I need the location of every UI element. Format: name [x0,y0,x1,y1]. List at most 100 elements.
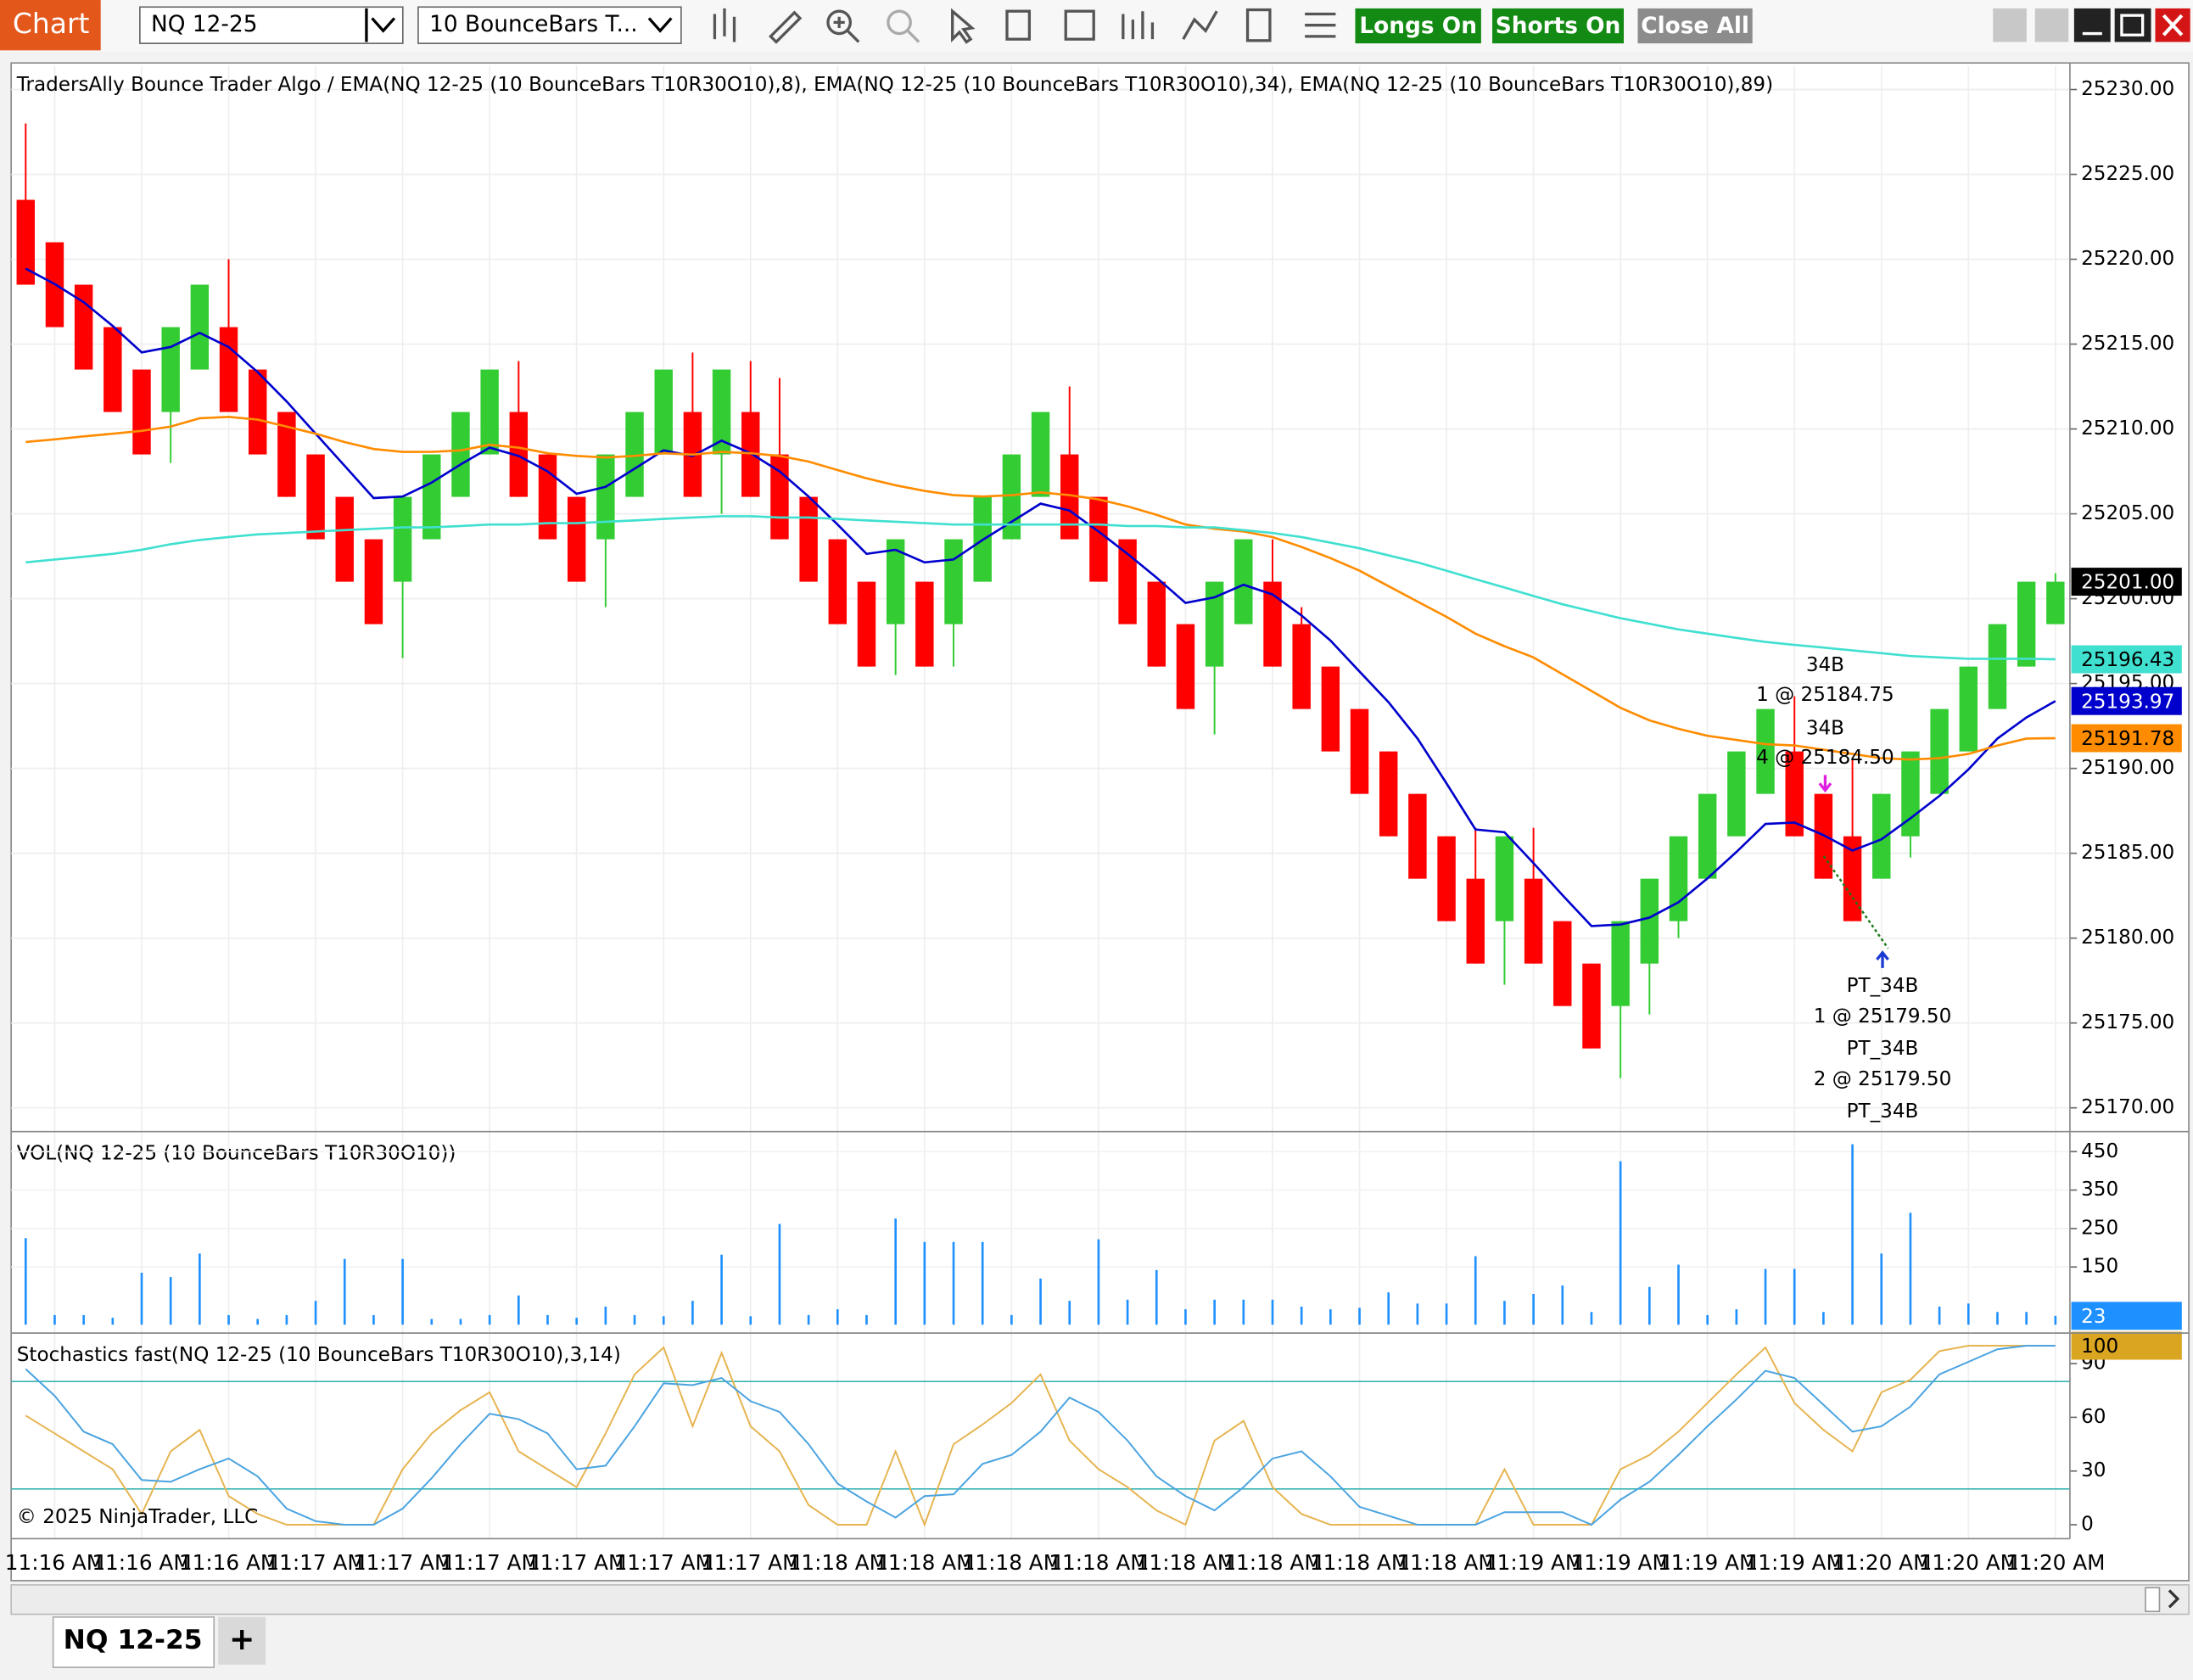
icon-menu[interactable] [1305,12,1336,38]
last-value-box [2071,568,2182,596]
candle-body [1060,454,1079,540]
candle-body [712,369,731,455]
x-tick-label: 11:17 AM [701,1550,800,1575]
x-tick-label: 11:20 AM [2006,1550,2105,1575]
trade-annotation: PT_34B [1847,1100,1919,1123]
y-tick-label: 250 [2081,1217,2118,1239]
x-tick-label: 11:20 AM [1919,1550,2018,1575]
bartype-select[interactable] [417,6,682,44]
window-button[interactable] [1993,8,2027,42]
x-tick-label: 11:18 AM [1049,1550,1148,1575]
x-tick-label: 11:16 AM [5,1550,104,1575]
shorts-button[interactable] [1492,8,1625,44]
add-tab[interactable] [218,1616,266,1665]
candle-body [1495,836,1514,921]
panel-separators [11,63,2190,1540]
candle-body [1524,878,1543,964]
candle-body [1582,963,1601,1049]
candle-body [2017,581,2036,667]
icon-strategies[interactable] [1182,10,1218,40]
close-all-button[interactable] [1637,8,1753,44]
minimize-button[interactable] [2073,8,2111,42]
y-tick-label: 0 [2081,1514,2094,1536]
ema-line [25,515,2056,661]
icon-zoom-out[interactable] [887,9,912,36]
y-tick-label: 25230.00 [2081,78,2174,100]
scroll-arrow[interactable] [2168,1589,2180,1609]
icon-bars[interactable] [713,8,736,42]
instrument-select[interactable] [139,6,404,44]
trade-annotation: 1 @ 25184.75 [1756,684,1894,706]
candle-body [103,327,122,412]
bartype-label: 10 BounceBars T... [429,12,638,37]
icon-pointer[interactable] [951,8,976,44]
instrument-label: NQ 12-25 [151,12,257,37]
candle-body [335,496,354,582]
x-tick-label: 11:19 AM [1658,1550,1757,1575]
longs-button[interactable] [1355,8,1481,44]
candle-body [480,369,499,455]
candle-body [1176,624,1195,709]
candle-body [509,412,529,497]
candle-body [1408,793,1427,879]
panel-title: TradersAlly Bounce Trader Algo / EMA(NQ … [16,74,1773,96]
candle-body [1263,581,1282,667]
close-icon [2162,14,2184,36]
last-value-box [2071,724,2182,753]
trade-annotation: 4 @ 25184.50 [1756,747,1894,769]
icon-properties[interactable] [1245,8,1272,42]
candle-body [161,327,180,412]
icon-draw[interactable] [769,10,803,44]
copyright: © 2025 NinjaTrader, LLC [17,1506,259,1528]
candle-body [190,284,210,370]
scroll-thumb[interactable] [2145,1587,2161,1613]
candle-body [596,454,615,540]
icon-indicators[interactable] [1122,11,1155,40]
last-value-label: 23 [2081,1306,2106,1328]
icon-data[interactable] [1005,9,1032,41]
candle-body [799,496,818,582]
x-tick-label: 11:17 AM [266,1550,365,1575]
shorts-label: Shorts On [1496,14,1621,39]
candle-body [132,369,151,455]
last-value-box [2071,1331,2182,1360]
instrument-tab[interactable] [52,1616,215,1668]
entry-arrow [1818,775,1832,793]
last-value-label: 25196.43 [2081,649,2174,671]
window-button[interactable] [2034,8,2069,42]
scrollbar[interactable] [10,1584,2190,1616]
icon-templates[interactable] [1064,9,1095,41]
last-value-label: 25201.00 [2081,572,2174,594]
candle-body [393,496,412,582]
candle-body [1205,581,1224,667]
candle-body [1872,793,1891,879]
x-tick-label: 11:17 AM [439,1550,539,1575]
trade-annotation: 2 @ 25179.50 [1814,1068,1952,1090]
instrument-tab-label: NQ 12-25 [64,1625,203,1655]
dropdown-arrow [365,8,396,42]
last-value-label: 25191.78 [2081,728,2174,750]
maximize-button[interactable] [2114,8,2151,42]
candle-body [1437,836,1456,921]
candle-body [1031,412,1050,497]
candle-body [1089,496,1108,582]
candle-body [828,539,848,624]
candle-body [1669,836,1688,921]
x-tick-label: 11:18 AM [1222,1550,1322,1575]
candle-body [364,539,383,624]
candle-body [654,369,673,455]
x-tick-label: 11:19 AM [1570,1550,1670,1575]
candle-body [1234,539,1253,624]
y-tick-label: 25210.00 [2081,417,2174,440]
candle-body [915,581,934,667]
candle-body [625,412,644,497]
x-tick-label: 11:20 AM [1832,1550,1931,1575]
candle-body [1843,836,1862,921]
trade-annotation: 1 @ 25179.50 [1814,1005,1952,1028]
chart-tab[interactable] [0,0,101,51]
icon-zoom-in[interactable] [826,9,852,36]
x-tick-label: 11:18 AM [875,1550,974,1575]
y-tick-label: 25170.00 [2081,1096,2174,1118]
